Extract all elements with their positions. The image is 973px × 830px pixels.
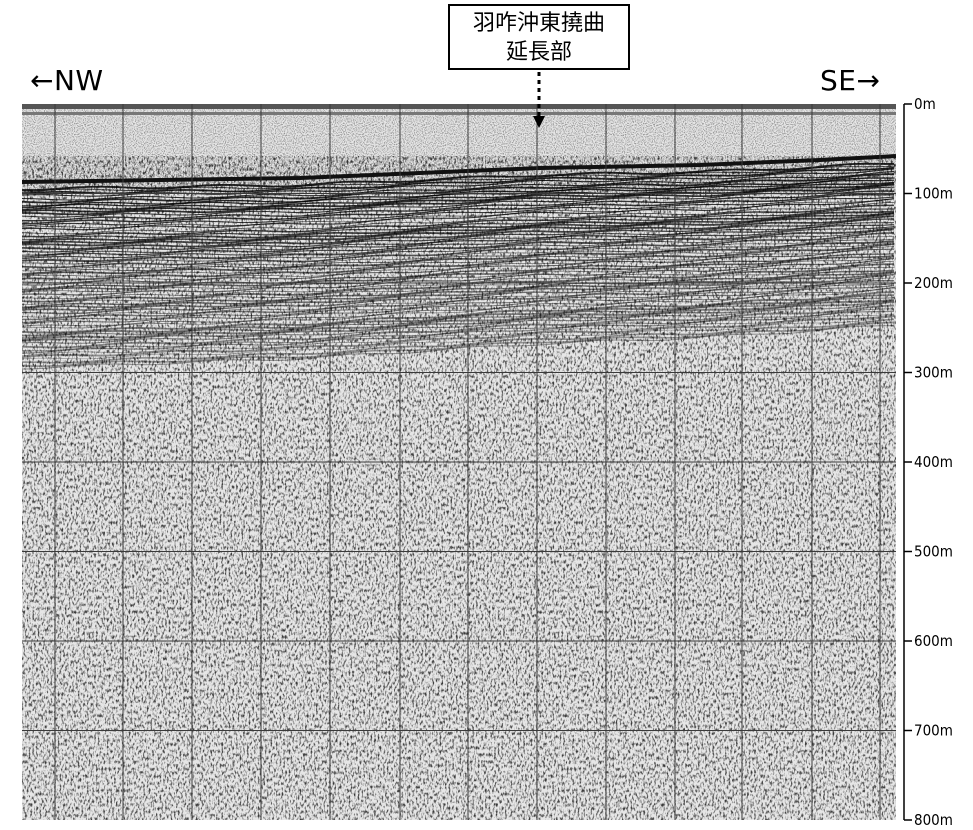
reflector-line: [22, 186, 895, 218]
reflector-line: [22, 266, 895, 305]
reflector-line: [22, 198, 895, 231]
reflector-line: [22, 314, 895, 359]
reflector-line: [22, 196, 895, 227]
reflector-line: [22, 310, 895, 354]
reflector-line: [22, 260, 895, 300]
reflector-line: [22, 269, 895, 309]
reflector-line: [22, 277, 895, 318]
reflector-line: [22, 321, 895, 367]
reflector-line: [22, 173, 895, 204]
reflector-line: [22, 257, 895, 296]
seabed-reflector: [22, 154, 896, 184]
callout-arrow-head: [533, 116, 545, 128]
reflector-line: [22, 240, 895, 276]
reflector-line: [22, 224, 895, 258]
reflector-line: [22, 318, 895, 364]
depth-tick-label: 300m: [914, 364, 953, 382]
reflector-line: [22, 298, 895, 341]
reflector-line: [22, 279, 895, 321]
direction-label-se: SE→: [820, 64, 881, 97]
reflector-line: [22, 283, 895, 324]
depth-tick-label: 500m: [914, 543, 953, 561]
reflector-line: [22, 229, 895, 265]
reflector-line: [22, 248, 895, 286]
reflector-line: [22, 170, 895, 201]
horizontal-grid: [22, 193, 896, 731]
reflector-line: [22, 227, 895, 263]
reflector-line: [22, 179, 895, 209]
reflector-line: [22, 225, 895, 260]
depth-tick-label: 800m: [914, 811, 953, 829]
reflector-line: [22, 294, 895, 337]
direction-label-nw: ←NW: [30, 64, 104, 97]
reflector-line: [22, 236, 894, 272]
reflector-line: [22, 325, 895, 370]
reflector-line: [22, 183, 895, 216]
reflector-line: [22, 232, 895, 269]
reflector-line: [22, 190, 895, 222]
reflector-line: [22, 193, 895, 225]
reflector-line: [22, 301, 895, 344]
depth-tick-label: 0m: [914, 95, 936, 113]
surface-band-2: [22, 112, 896, 115]
reflector-line: [22, 270, 895, 310]
reflector-line: [22, 222, 895, 256]
depth-tick-label: 200m: [914, 274, 953, 292]
reflector-line: [22, 286, 895, 327]
reflector-line: [22, 204, 894, 238]
reflector-line: [22, 210, 895, 243]
reflector-line: [22, 246, 895, 284]
reflector-line: [22, 166, 895, 195]
reflector-line: [22, 300, 895, 342]
reflector-line: [22, 182, 895, 213]
reflector-line: [22, 316, 895, 360]
reflector-line: [22, 263, 895, 303]
depth-tick-label: 400m: [914, 453, 953, 471]
depth-tick-label: 600m: [914, 632, 953, 650]
reflector-line: [22, 273, 895, 315]
reflector-line: [22, 168, 895, 197]
depth-axis: 0m 100m 200m 300m 400m 500m 600m 700m 800m: [903, 95, 953, 829]
reflector-line: [22, 208, 895, 241]
reflector-line: [22, 313, 895, 357]
sediment-texture: [22, 156, 896, 820]
reflector-line: [22, 212, 895, 247]
depth-tick-label: 700m: [914, 722, 953, 740]
reflector-line: [22, 218, 895, 253]
depth-tick-label: 100m: [914, 185, 953, 203]
reflector-line: [22, 308, 895, 352]
reflector-line: [22, 241, 895, 277]
reflector-line: [22, 201, 895, 235]
reflector-line: [22, 291, 895, 334]
reflector-line: [22, 181, 895, 211]
reflector-line: [22, 287, 895, 329]
reflector-line: [22, 255, 895, 292]
reflector-line: [22, 239, 895, 274]
reflector-group: [22, 162, 895, 370]
callout-line-2: 延長部: [505, 40, 572, 65]
reflector-line: [22, 297, 895, 339]
surface-band: [22, 104, 896, 109]
reflector-line: [22, 211, 895, 245]
reflector-line: [22, 304, 895, 349]
reflector-line: [22, 256, 895, 293]
reflector-line: [22, 165, 895, 193]
callout-line-1: 羽咋沖東撓曲: [472, 11, 605, 36]
reflector-line: [22, 243, 895, 281]
reflector-line: [22, 162, 894, 192]
reflector-line: [22, 215, 895, 250]
reflector-line: [22, 253, 895, 291]
reflector-line: [22, 284, 895, 325]
fault-extension-callout: 羽咋沖東撓曲 延長部: [448, 4, 630, 70]
